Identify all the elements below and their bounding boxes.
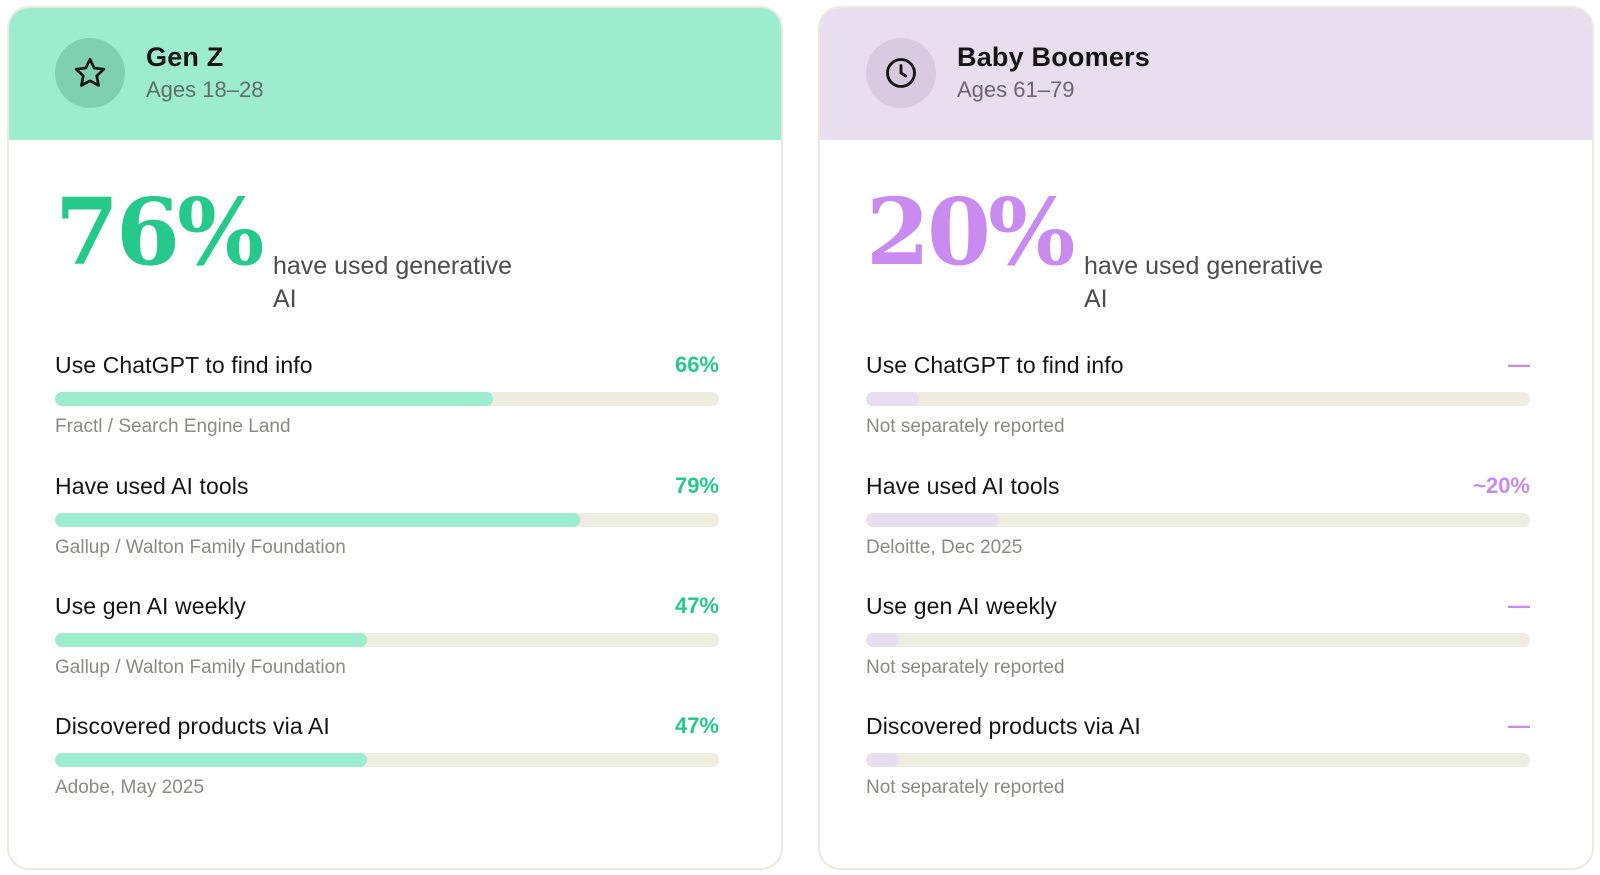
metric-row: Have used AI tools 79% Gallup / Walton F…	[55, 473, 719, 583]
headline-percentage: 20%	[866, 178, 1075, 286]
headline-percentage: 76%	[55, 178, 264, 286]
metric-label: Discovered products via AI	[55, 713, 330, 739]
card-gen-z: Gen Z Ages 18–28 76% have used generativ…	[7, 6, 783, 870]
metric-label: Use ChatGPT to find info	[866, 352, 1124, 378]
metric-row: Use ChatGPT to find info — Not separatel…	[866, 352, 1530, 462]
card-header: Gen Z Ages 18–28	[9, 8, 781, 140]
metric-source: Not separately reported	[866, 416, 1065, 437]
metric-row: Use ChatGPT to find info 66% Fractl / Se…	[55, 352, 719, 462]
metric-value: ~20%	[1473, 473, 1530, 498]
metric-source: Gallup / Walton Family Foundation	[55, 657, 346, 678]
headline-caption: have used generative AI	[273, 252, 513, 313]
progress-fill	[55, 633, 368, 647]
metric-value: 47%	[674, 713, 719, 738]
metric-value: 66%	[674, 352, 719, 377]
metric-row: Use gen AI weekly 47% Gallup / Walton Fa…	[55, 593, 719, 703]
metric-row: Discovered products via AI 47% Adobe, Ma…	[55, 713, 719, 823]
progress-fill	[866, 513, 999, 527]
progress-bar	[55, 753, 719, 767]
metric-row: Use gen AI weekly — Not separately repor…	[866, 593, 1530, 703]
progress-fill	[866, 753, 900, 767]
progress-fill	[55, 392, 494, 406]
progress-bar	[866, 753, 1530, 767]
card-baby-boomers: Baby Boomers Ages 61–79 20% have used ge…	[818, 6, 1594, 870]
metric-label: Use ChatGPT to find info	[55, 352, 313, 378]
metric-source: Not separately reported	[866, 777, 1065, 798]
progress-bar	[866, 513, 1530, 527]
metric-source: Gallup / Walton Family Foundation	[55, 537, 346, 558]
card-header: Baby Boomers Ages 61–79	[820, 8, 1592, 140]
progress-bar	[55, 633, 719, 647]
metric-source: Adobe, May 2025	[55, 777, 204, 798]
metric-value: 47%	[674, 593, 719, 618]
metric-source: Not separately reported	[866, 657, 1065, 678]
progress-bar	[866, 633, 1530, 647]
star-icon	[55, 38, 125, 108]
progress-fill	[55, 513, 580, 527]
clock-icon	[866, 38, 936, 108]
metric-value: —	[1508, 352, 1530, 377]
metric-source: Deloitte, Dec 2025	[866, 537, 1023, 558]
card-title: Baby Boomers	[957, 42, 1150, 72]
metric-value: —	[1508, 713, 1530, 738]
metric-value: 79%	[674, 473, 719, 498]
metric-label: Have used AI tools	[55, 473, 249, 499]
progress-fill	[55, 753, 368, 767]
headline-caption: have used generative AI	[1084, 252, 1324, 313]
metric-label: Discovered products via AI	[866, 713, 1141, 739]
progress-bar	[866, 392, 1530, 406]
progress-bar	[55, 392, 719, 406]
metric-label: Use gen AI weekly	[55, 593, 246, 619]
card-subtitle: Ages 61–79	[957, 77, 1075, 102]
card-subtitle: Ages 18–28	[146, 77, 264, 102]
card-title: Gen Z	[146, 42, 224, 72]
metric-row: Discovered products via AI — Not separat…	[866, 713, 1530, 823]
progress-bar	[55, 513, 719, 527]
metric-row: Have used AI tools ~20% Deloitte, Dec 20…	[866, 473, 1530, 583]
progress-fill	[866, 633, 900, 647]
progress-fill	[866, 392, 920, 406]
metric-source: Fractl / Search Engine Land	[55, 416, 291, 437]
metric-label: Use gen AI weekly	[866, 593, 1057, 619]
metric-label: Have used AI tools	[866, 473, 1060, 499]
metric-value: —	[1508, 593, 1530, 618]
